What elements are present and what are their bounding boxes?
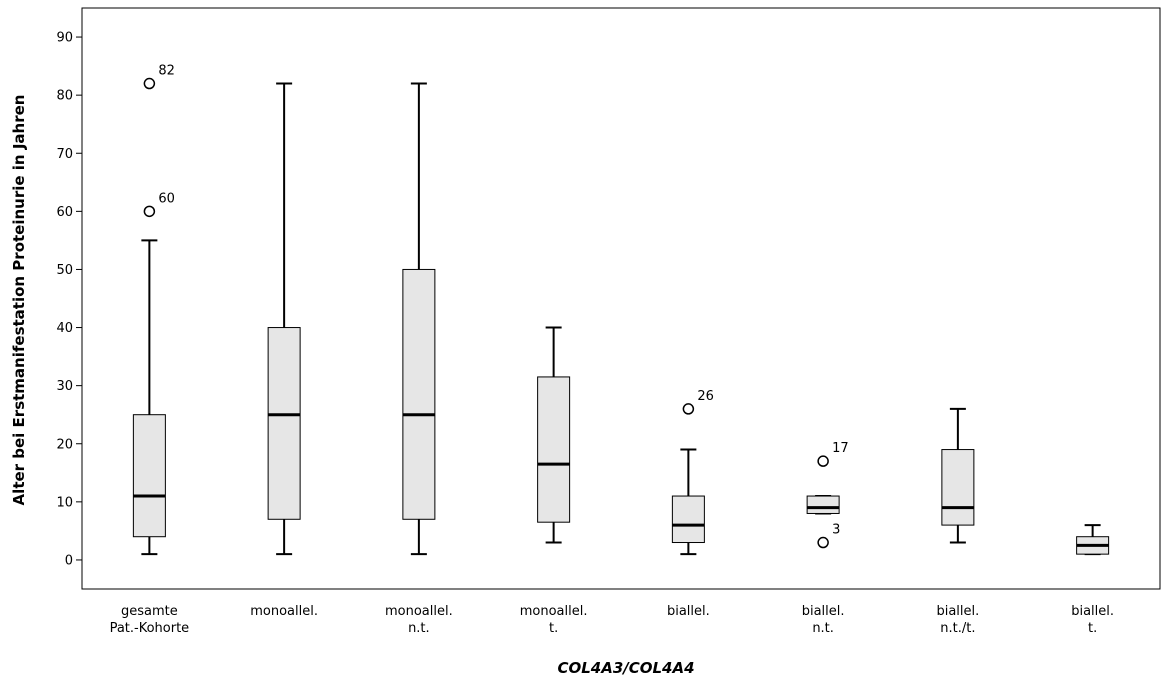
y-tick-label: 40 xyxy=(56,321,73,336)
outlier-label: 17 xyxy=(832,441,849,456)
iqr-box xyxy=(941,449,975,526)
plot-border xyxy=(81,7,1161,590)
x-category-label: gesamte xyxy=(121,604,178,619)
iqr-box xyxy=(402,268,436,520)
y-tick-label: 20 xyxy=(56,437,73,452)
x-category-label: n.t./t. xyxy=(940,621,975,636)
x-category-label: monoallel. xyxy=(250,604,318,619)
x-category-label: t. xyxy=(1088,621,1097,636)
box-6: 17 3 xyxy=(806,441,849,549)
iqr-box xyxy=(537,376,571,523)
outlier-label: 3 xyxy=(832,523,840,538)
box-5: 26 xyxy=(671,389,714,556)
y-tick-label: 30 xyxy=(56,379,73,394)
iqr-box xyxy=(806,495,840,514)
x-category-label: monoallel. xyxy=(385,604,453,619)
y-tick-label: 60 xyxy=(56,205,73,220)
iqr-box xyxy=(267,327,301,520)
outlier-label: 82 xyxy=(158,64,175,79)
iqr-box xyxy=(671,495,705,544)
x-category-label: monoallel. xyxy=(520,604,588,619)
x-category-label: t. xyxy=(549,621,558,636)
box-1: 82 60 xyxy=(132,64,175,556)
y-tick-label: 70 xyxy=(56,147,73,162)
box-8 xyxy=(1076,524,1110,556)
outlier-label: 26 xyxy=(697,389,714,404)
box-4 xyxy=(537,326,571,544)
x-category-label: n.t. xyxy=(408,621,430,636)
x-category-label: biallel. xyxy=(1071,604,1114,619)
y-axis-label: Alter bei Erstmanifestation Proteinurie … xyxy=(10,95,28,506)
y-tick-label: 0 xyxy=(65,553,73,568)
y-tick-label: 80 xyxy=(56,89,73,104)
x-axis-label: COL4A3/COL4A4 xyxy=(557,659,694,677)
x-category-label: biallel. xyxy=(802,604,845,619)
x-category-label: biallel. xyxy=(667,604,710,619)
x-category-label: n.t. xyxy=(812,621,834,636)
x-category-label: biallel. xyxy=(936,604,979,619)
x-category-label: Pat.-Kohorte xyxy=(110,621,190,636)
x-axis: gesamte Pat.-Kohorte monoallel. monoallel. n… xyxy=(110,604,1114,636)
y-tick-label: 90 xyxy=(56,31,73,46)
box-2 xyxy=(267,82,301,556)
plot-frame xyxy=(81,7,1161,590)
outlier-point xyxy=(817,536,829,549)
y-tick-label: 10 xyxy=(56,495,73,510)
iqr-box xyxy=(132,414,166,538)
box-3 xyxy=(402,82,436,556)
outlier-point xyxy=(682,403,695,415)
boxes-group: 82 60 26 17 3 xyxy=(132,64,1110,556)
box-7 xyxy=(941,407,975,544)
outlier-point xyxy=(817,455,829,467)
outlier-label: 60 xyxy=(158,191,175,206)
y-tick-label: 50 xyxy=(56,263,73,278)
y-axis: 0 10 20 30 40 50 60 70 80 90 xyxy=(56,31,82,568)
outlier-point xyxy=(143,205,156,218)
outlier-point xyxy=(143,77,156,90)
